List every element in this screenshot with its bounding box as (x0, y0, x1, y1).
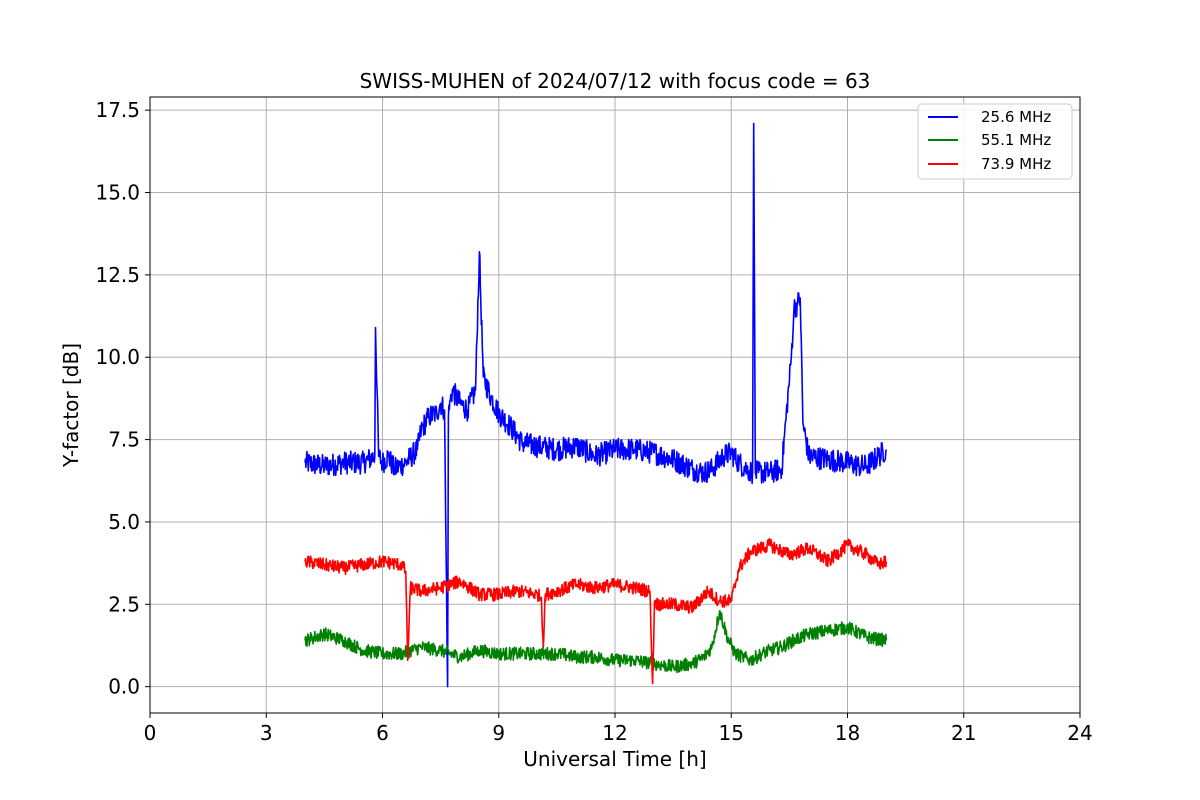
y-axis: 0.0 2.5 5.0 7.5 10.0 12.5 15.0 17.5 (95, 98, 150, 699)
x-tick-label: 12 (602, 721, 627, 745)
x-axis-label: Universal Time [h] (523, 747, 706, 771)
x-tick-label: 9 (492, 721, 505, 745)
y-tick-label: 10.0 (95, 345, 140, 369)
x-tick-label: 15 (719, 721, 744, 745)
legend-box (917, 103, 1073, 180)
legend-label-73-9-mhz: 73.9 MHz (981, 155, 1051, 173)
legend-label-25-6-mhz: 25.6 MHz (981, 108, 1051, 126)
series-line-25-6-mhz (304, 122, 888, 688)
y-tick-label: 12.5 (95, 263, 140, 287)
series-line-55-1-mhz (304, 610, 888, 674)
y-tick-label: 2.5 (108, 592, 140, 616)
series-layer (304, 122, 888, 688)
x-tick-label: 21 (951, 721, 976, 745)
y-axis-label: Y-factor [dB] (59, 343, 83, 468)
x-tick-label: 18 (835, 721, 860, 745)
legend: 25.6 MHz 55.1 MHz 73.9 MHz (917, 103, 1073, 180)
chart-title: SWISS-MUHEN of 2024/07/12 with focus cod… (360, 69, 871, 93)
x-tick-label: 6 (376, 721, 389, 745)
x-tick-label: 0 (144, 721, 157, 745)
y-tick-label: 0.0 (108, 675, 140, 699)
x-tick-label: 3 (260, 721, 273, 745)
y-tick-label: 17.5 (95, 98, 140, 122)
y-tick-label: 15.0 (95, 181, 140, 205)
x-tick-label: 24 (1067, 721, 1092, 745)
y-tick-label: 5.0 (108, 510, 140, 534)
legend-label-55-1-mhz: 55.1 MHz (981, 131, 1051, 149)
y-tick-label: 7.5 (108, 428, 140, 452)
x-axis: 0 3 6 9 12 15 18 21 24 (144, 713, 1093, 745)
series-line-73-9-mhz (304, 538, 888, 685)
